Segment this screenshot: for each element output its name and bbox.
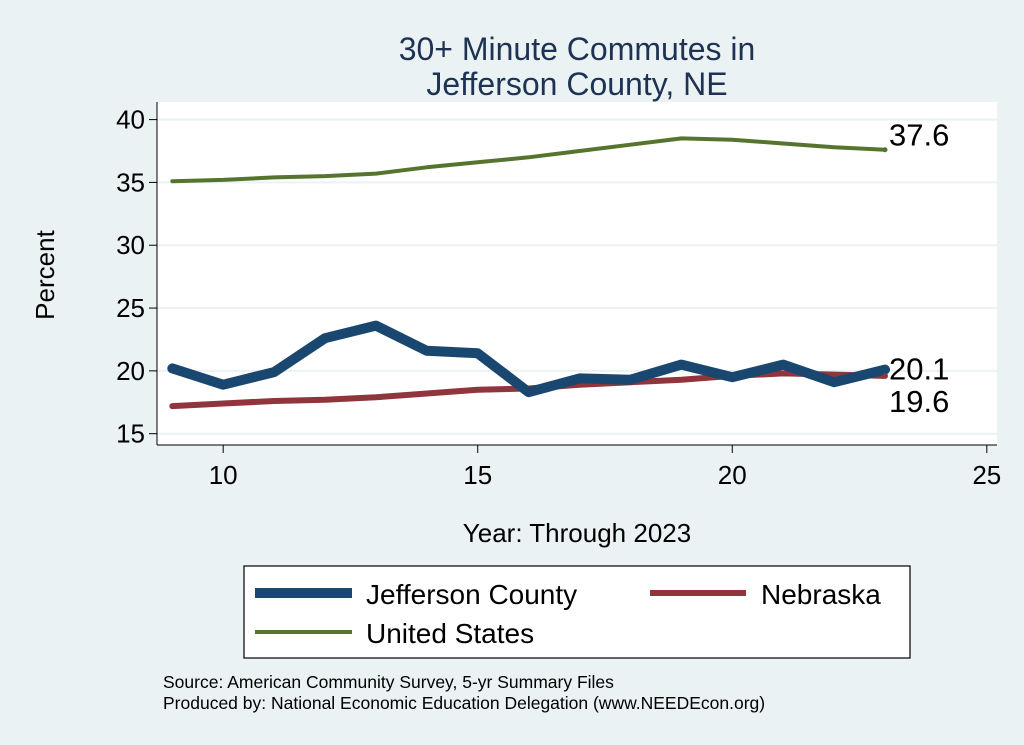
x-tick-label-15: 15 bbox=[463, 460, 492, 490]
legend-label-jefferson-county: Jefferson County bbox=[366, 579, 577, 610]
end-labels: 20.119.6 37.6 bbox=[882, 118, 949, 419]
series-lines bbox=[167, 136, 890, 410]
end-value-label-jefferson-county: 20.1 bbox=[889, 352, 949, 387]
legend-label-nebraska: Nebraska bbox=[761, 579, 881, 610]
x-tick-label-10: 10 bbox=[209, 460, 238, 490]
legend-label-united-states: United States bbox=[366, 618, 534, 649]
legend-box bbox=[243, 565, 911, 659]
x-tick-label-20: 20 bbox=[718, 460, 747, 490]
gridlines bbox=[157, 118, 997, 435]
y-axis-label: Percent bbox=[30, 229, 60, 319]
x-tick-label-25: 25 bbox=[972, 460, 1001, 490]
x-axis-ticks: 10 15 20 25 bbox=[209, 445, 1001, 490]
y-tick-label-30: 30 bbox=[116, 230, 145, 260]
end-point-jefferson-county bbox=[882, 367, 888, 373]
end-value-label-united-states: 37.6 bbox=[889, 118, 949, 153]
series-line-jefferson-county bbox=[167, 320, 890, 398]
chart-title-line-2: Jefferson County, NE bbox=[426, 66, 727, 102]
y-tick-label-20: 20 bbox=[116, 356, 145, 386]
y-tick-label-25: 25 bbox=[116, 293, 145, 323]
y-axis-ticks: 15 20 25 30 35 40 bbox=[116, 105, 157, 449]
plot-area bbox=[157, 102, 997, 445]
producer-note: Produced by: National Economic Education… bbox=[163, 693, 765, 713]
y-tick-label-15: 15 bbox=[116, 419, 145, 449]
end-point-united-states bbox=[882, 147, 888, 153]
y-tick-label-35: 35 bbox=[116, 167, 145, 197]
x-axis-label: Year: Through 2023 bbox=[463, 518, 691, 548]
series-line-united-states bbox=[170, 136, 887, 184]
chart-title-line-1: 30+ Minute Commutes in bbox=[399, 31, 756, 67]
y-tick-label-40: 40 bbox=[116, 105, 145, 135]
source-note: Source: American Community Survey, 5-yr … bbox=[163, 672, 614, 692]
end-value-label-nebraska: 19.6 bbox=[889, 384, 949, 419]
end-point-nebraska bbox=[882, 373, 888, 379]
